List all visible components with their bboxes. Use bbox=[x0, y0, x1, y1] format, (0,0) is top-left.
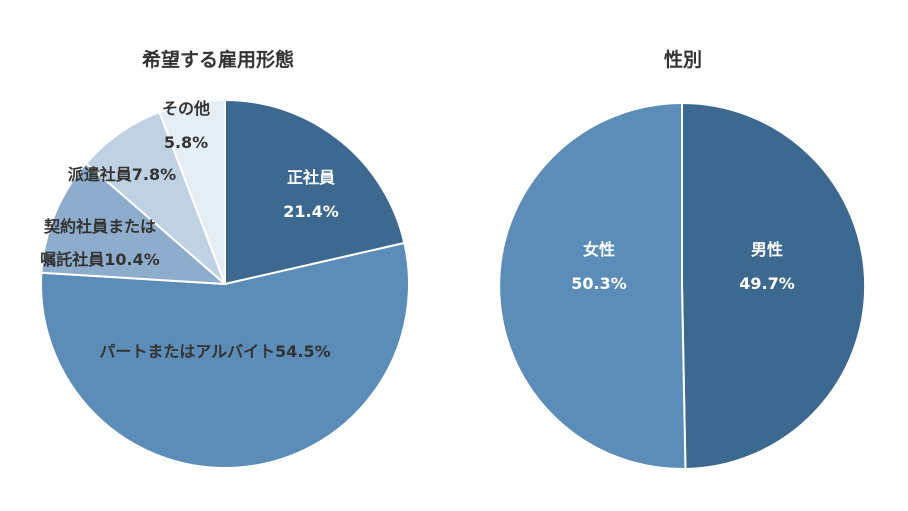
female-value-label: 50.3% bbox=[571, 274, 627, 293]
regular-employee-label: 正社員 bbox=[287, 168, 335, 187]
slice-contract-employee bbox=[40, 162, 226, 285]
employment-pie-labels: 正社員 21.4% パートまたはアルバイト54.5% 契約社員または嘱託社員10.4%… bbox=[40, 99, 339, 361]
gender-pie bbox=[498, 102, 867, 470]
employment-chart-title: 希望する雇用形態 bbox=[142, 48, 294, 71]
female-label: 女性 bbox=[583, 240, 615, 259]
other-label: その他 bbox=[162, 99, 210, 118]
contract-employee-label: 契約社員または bbox=[43, 217, 156, 236]
contract-employee-label-line2: 嘱託社員10.4% bbox=[40, 250, 160, 269]
part-time-label: パートまたはアルバイト54.5% bbox=[99, 342, 330, 361]
other-value-label: 5.8% bbox=[164, 133, 208, 152]
male-value-label: 49.7% bbox=[739, 274, 795, 293]
gender-chart: 性別 男性 49.7% 女性 50.3% bbox=[498, 48, 867, 470]
dispatch-employee-label: 派遣社員7.8% bbox=[68, 165, 176, 184]
slice-part-time bbox=[40, 241, 410, 469]
male-label: 男性 bbox=[751, 240, 783, 259]
slice-regular-employee bbox=[224, 99, 406, 285]
slice-female bbox=[498, 102, 687, 470]
regular-employee-value-label: 21.4% bbox=[283, 202, 339, 221]
gender-chart-title: 性別 bbox=[664, 48, 702, 71]
slice-male bbox=[681, 102, 867, 470]
employment-type-chart: 希望する雇用形態 正社員 21.4% パートまたはアルバイト54.5% 契約社員または… bbox=[40, 48, 410, 469]
employment-pie bbox=[40, 99, 410, 469]
slice-other bbox=[158, 99, 226, 285]
gender-pie-labels: 男性 49.7% 女性 50.3% bbox=[571, 240, 795, 293]
